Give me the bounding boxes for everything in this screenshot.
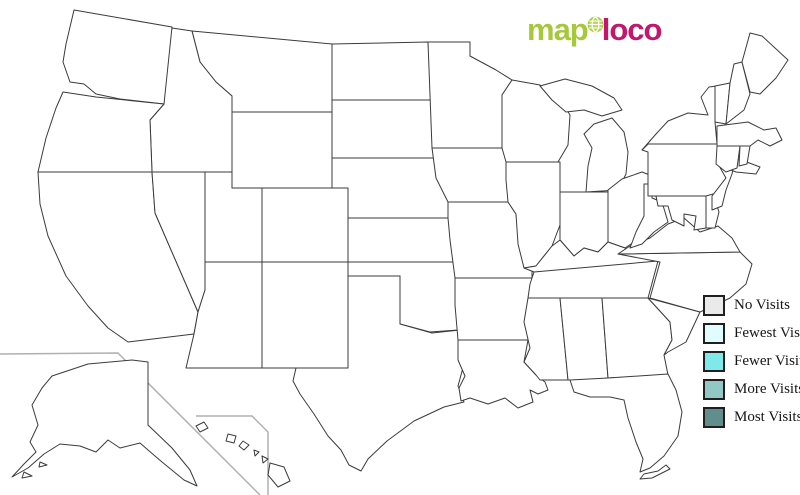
state-texas <box>292 275 465 472</box>
state-connecticut <box>715 145 741 173</box>
map-legend: No Visits Fewest Visits Fewer Visits Mor… <box>703 291 800 431</box>
state-south-carolina <box>647 297 701 356</box>
state-nebraska <box>331 157 449 219</box>
state-washington <box>62 9 173 105</box>
state-indiana <box>559 191 609 257</box>
legend-item-more-visits: More Visits <box>703 375 800 403</box>
legend-item-fewest-visits: Fewest Visits <box>703 319 800 347</box>
state-new-mexico <box>261 261 349 369</box>
alaska-inset-border <box>0 352 261 495</box>
legend-swatch-fewest-visits <box>703 322 725 344</box>
state-florida <box>569 373 683 480</box>
legend-item-no-visits: No Visits <box>703 291 800 319</box>
state-pennsylvania <box>641 143 727 197</box>
state-new-hampshire <box>725 61 751 125</box>
state-arkansas <box>454 277 535 341</box>
legend-swatch-most-visits <box>703 406 725 428</box>
legend-item-most-visits: Most Visits <box>703 403 800 431</box>
state-oregon <box>37 91 165 173</box>
legend-label-more-visits: More Visits <box>734 380 800 397</box>
state-south-dakota <box>331 99 439 159</box>
legend-label-no-visits: No Visits <box>734 296 790 313</box>
legend-label-most-visits: Most Visits <box>734 408 800 425</box>
logo-text-loco: loco <box>601 12 663 47</box>
state-wyoming <box>231 111 333 189</box>
state-hawaii <box>195 421 291 488</box>
legend-swatch-fewer-visits <box>703 350 725 372</box>
state-alaska <box>11 359 198 487</box>
legend-item-fewer-visits: Fewer Visits <box>703 347 800 375</box>
legend-label-fewer-visits: Fewer Visits <box>734 352 800 369</box>
hawaii-inset-border <box>196 415 269 495</box>
logo-text-map: map <box>527 12 589 47</box>
state-rhode-island <box>738 145 751 167</box>
legend-swatch-more-visits <box>703 378 725 400</box>
state-north-dakota <box>331 41 433 101</box>
state-iowa <box>431 147 513 203</box>
maploco-logo[interactable]: map loco <box>527 10 663 54</box>
state-kansas <box>347 217 456 263</box>
globe-icon <box>587 16 604 33</box>
legend-label-fewest-visits: Fewest Visits <box>734 324 800 341</box>
state-colorado <box>261 187 349 263</box>
state-maine <box>741 32 789 95</box>
state-massachusetts <box>716 121 783 147</box>
legend-swatch-no-visits <box>703 294 725 316</box>
state-minnesota <box>427 41 513 149</box>
